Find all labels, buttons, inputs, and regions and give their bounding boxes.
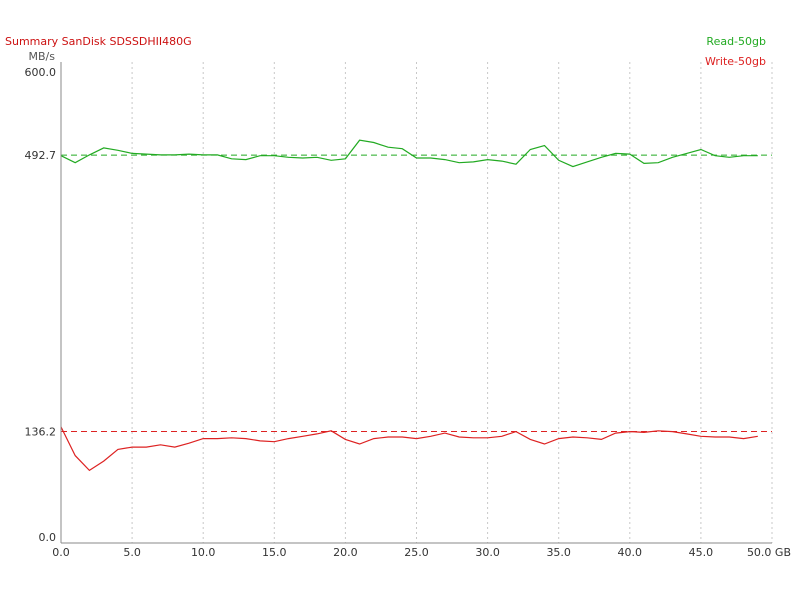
y-tick-label: 0.0 [39, 531, 57, 544]
x-tick-label: 50.0 GB [747, 546, 791, 559]
x-tick-label: 40.0 [618, 546, 643, 559]
y-axis-tick-labels: 600.0 492.7 136.2 0.0 [25, 66, 57, 544]
x-tick-label: 20.0 [333, 546, 358, 559]
x-tick-label: 5.0 [123, 546, 141, 559]
y-tick-label: 600.0 [25, 66, 57, 79]
x-tick-label: 25.0 [404, 546, 429, 559]
x-tick-label: 0.0 [52, 546, 70, 559]
y-tick-label: 136.2 [25, 425, 57, 438]
chart-title: Summary SanDisk SDSSDHII480G [5, 35, 192, 48]
series-line [60, 426, 758, 472]
legend-entry: Write-50gb [705, 55, 766, 68]
series-lines [60, 139, 758, 472]
x-tick-label: 35.0 [546, 546, 571, 559]
x-tick-label: 30.0 [475, 546, 500, 559]
series-line [60, 139, 758, 168]
y-tick-label: 492.7 [25, 149, 57, 162]
x-axis-tick-labels: 0.0 5.0 10.0 15.0 20.0 25.0 30.0 35.0 40.0 45.0 50… [52, 546, 791, 559]
x-gridlines [131, 62, 773, 543]
legend: Read-50gb Write-50gb [705, 35, 766, 68]
y-axis-unit-label: MB/s [29, 50, 56, 63]
x-tick-label: 10.0 [191, 546, 216, 559]
x-tick-label: 45.0 [689, 546, 714, 559]
x-tick-label: 15.0 [262, 546, 287, 559]
legend-entry: Read-50gb [706, 35, 766, 48]
